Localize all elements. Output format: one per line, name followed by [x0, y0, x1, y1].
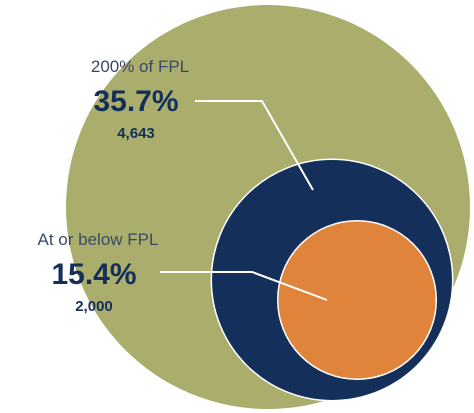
series-name: At or below FPL [38, 230, 159, 249]
labels: 200% of FPL 35.7% 4,643 At or below FPL 15.4… [38, 57, 328, 315]
leader-line [195, 100, 314, 191]
count-label: 2,000 [75, 298, 113, 315]
marks [210, 158, 454, 402]
circle [276, 219, 438, 381]
leader-line [160, 271, 328, 301]
value-label: 35.7% [93, 85, 178, 118]
series-name: 200% of FPL [91, 57, 189, 76]
value-label: 15.4% [51, 258, 136, 291]
count-label: 4,643 [117, 125, 155, 142]
